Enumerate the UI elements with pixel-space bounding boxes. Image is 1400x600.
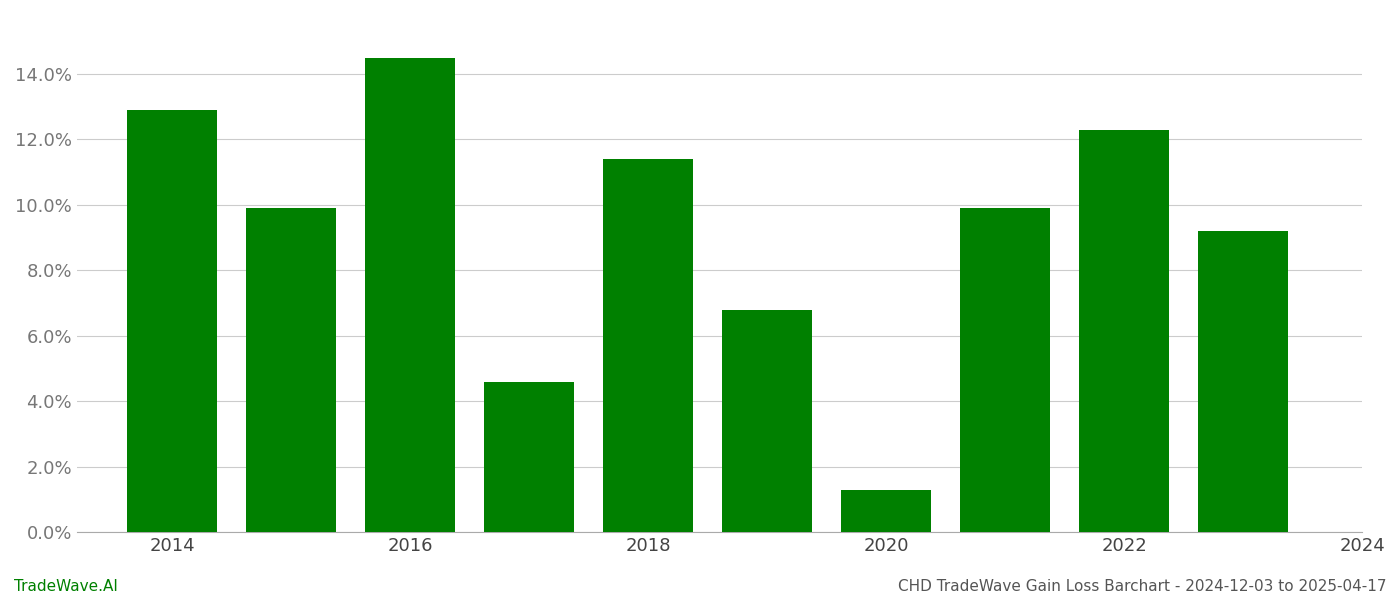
Bar bbox=[365, 58, 455, 532]
Bar bbox=[722, 310, 812, 532]
Bar bbox=[603, 159, 693, 532]
Bar bbox=[1079, 130, 1169, 532]
Text: CHD TradeWave Gain Loss Barchart - 2024-12-03 to 2025-04-17: CHD TradeWave Gain Loss Barchart - 2024-… bbox=[897, 579, 1386, 594]
Bar bbox=[127, 110, 217, 532]
Text: TradeWave.AI: TradeWave.AI bbox=[14, 579, 118, 594]
Bar bbox=[841, 490, 931, 532]
Bar bbox=[1198, 231, 1288, 532]
Bar bbox=[246, 208, 336, 532]
Bar bbox=[484, 382, 574, 532]
Bar bbox=[960, 208, 1050, 532]
